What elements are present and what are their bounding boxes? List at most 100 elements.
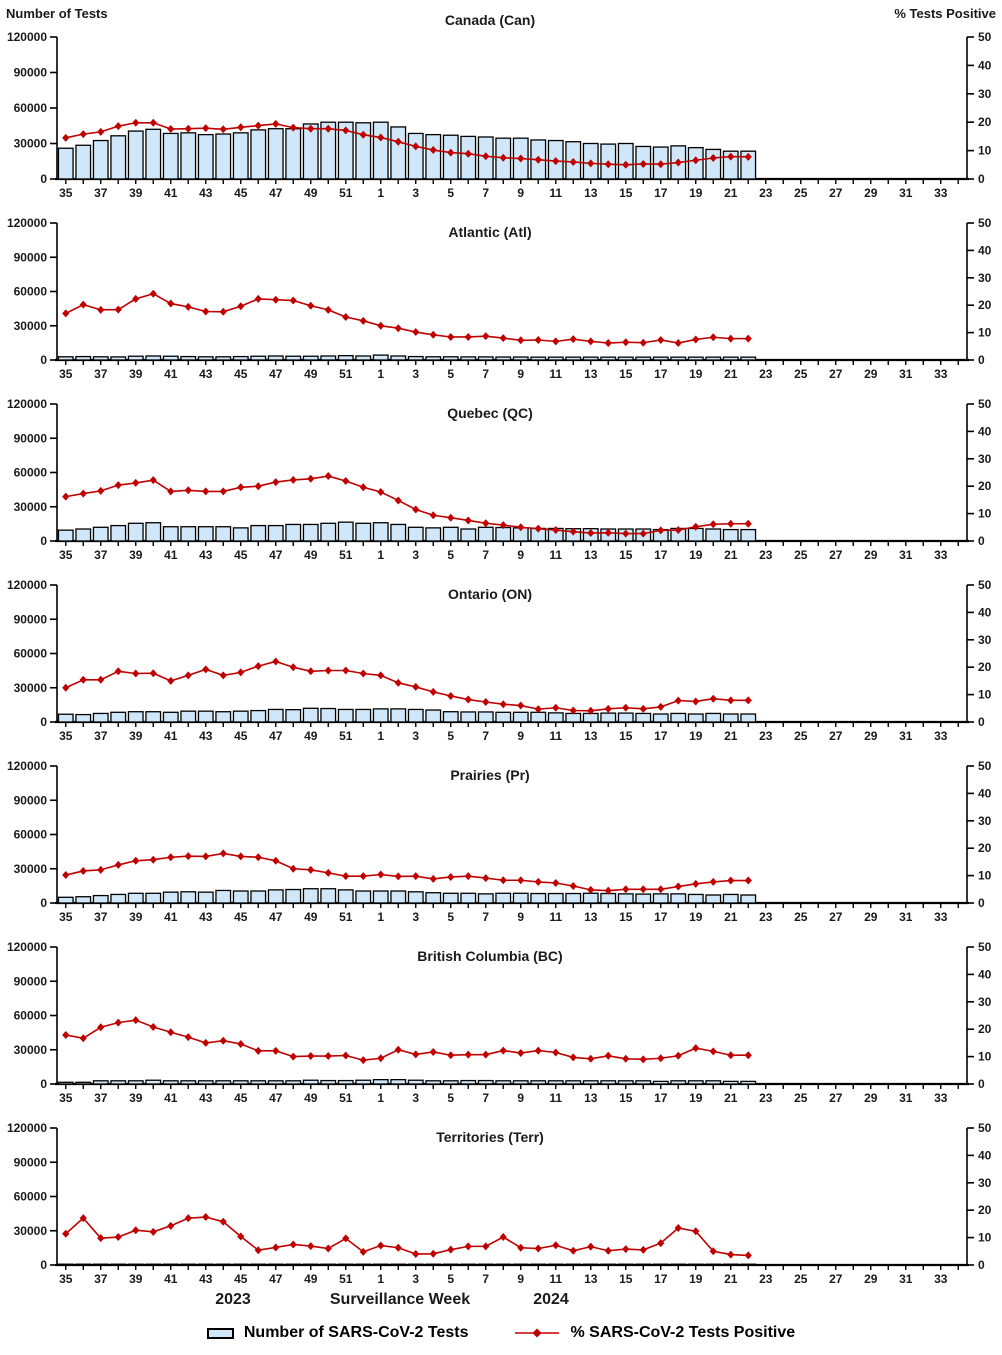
svg-text:0: 0 [40,534,47,548]
svg-text:60000: 60000 [14,101,48,115]
svg-text:15: 15 [619,367,633,381]
svg-text:0: 0 [40,1077,47,1091]
svg-text:27: 27 [829,1091,843,1105]
svg-text:1: 1 [377,548,384,562]
svg-text:49: 49 [304,548,318,562]
svg-text:30000: 30000 [14,862,48,876]
svg-text:120000: 120000 [7,397,47,411]
svg-text:50: 50 [978,1121,992,1135]
svg-text:15: 15 [619,910,633,924]
svg-text:20: 20 [978,479,992,493]
svg-text:41: 41 [164,1091,178,1105]
svg-text:31: 31 [899,186,913,200]
svg-text:43: 43 [199,548,213,562]
svg-text:Ontario (ON): Ontario (ON) [448,586,532,602]
svg-text:47: 47 [269,1091,283,1105]
svg-text:35: 35 [59,367,73,381]
svg-text:17: 17 [654,1272,668,1286]
svg-text:0: 0 [40,353,47,367]
svg-text:30: 30 [978,271,992,285]
svg-text:10: 10 [978,144,992,158]
svg-text:0: 0 [978,534,985,548]
svg-text:20: 20 [978,1022,992,1036]
svg-text:39: 39 [129,186,143,200]
svg-text:27: 27 [829,1272,843,1286]
svg-text:0: 0 [40,896,47,910]
svg-text:40: 40 [978,967,992,981]
svg-text:43: 43 [199,186,213,200]
svg-text:0: 0 [40,172,47,186]
svg-text:39: 39 [129,910,143,924]
svg-text:43: 43 [199,1272,213,1286]
svg-text:50: 50 [978,759,992,773]
svg-text:20: 20 [978,660,992,674]
svg-text:1: 1 [377,1272,384,1286]
svg-text:9: 9 [517,1272,524,1286]
svg-text:7: 7 [482,1091,489,1105]
svg-text:25: 25 [794,367,808,381]
svg-text:33: 33 [934,186,948,200]
svg-text:21: 21 [724,910,738,924]
svg-text:7: 7 [482,729,489,743]
svg-text:43: 43 [199,729,213,743]
svg-text:49: 49 [304,1091,318,1105]
svg-text:17: 17 [654,1091,668,1105]
panel-title-canada: Canada (Can) [444,12,536,28]
svg-text:9: 9 [517,548,524,562]
svg-text:9: 9 [517,1091,524,1105]
svg-text:Prairies (Pr): Prairies (Pr) [450,767,529,783]
svg-text:9: 9 [517,729,524,743]
svg-text:20: 20 [978,115,992,129]
svg-text:0: 0 [40,715,47,729]
svg-text:3: 3 [412,548,419,562]
svg-text:41: 41 [164,729,178,743]
svg-text:35: 35 [59,910,73,924]
svg-text:19: 19 [689,729,703,743]
year-2024-label: 2024 [533,1291,569,1308]
svg-text:40: 40 [978,424,992,438]
svg-text:19: 19 [689,186,703,200]
svg-text:0: 0 [978,353,985,367]
svg-text:31: 31 [899,367,913,381]
svg-text:37: 37 [94,186,108,200]
svg-text:30: 30 [978,87,992,101]
svg-text:25: 25 [794,186,808,200]
svg-text:60000: 60000 [14,1190,48,1204]
svg-text:51: 51 [339,910,353,924]
svg-text:23: 23 [759,548,773,562]
svg-text:13: 13 [584,729,598,743]
svg-text:15: 15 [619,548,633,562]
svg-text:23: 23 [759,1091,773,1105]
svg-text:31: 31 [899,729,913,743]
svg-text:47: 47 [269,729,283,743]
svg-text:39: 39 [129,367,143,381]
svg-text:31: 31 [899,910,913,924]
svg-text:17: 17 [654,186,668,200]
svg-text:17: 17 [654,729,668,743]
svg-text:7: 7 [482,548,489,562]
svg-text:35: 35 [59,1272,73,1286]
svg-text:31: 31 [899,548,913,562]
svg-text:37: 37 [94,548,108,562]
svg-text:7: 7 [482,367,489,381]
svg-text:37: 37 [94,910,108,924]
svg-text:9: 9 [517,367,524,381]
svg-text:7: 7 [482,910,489,924]
svg-text:10: 10 [978,326,992,340]
svg-text:33: 33 [934,367,948,381]
svg-text:19: 19 [689,1091,703,1105]
svg-text:10: 10 [978,688,992,702]
left-axis-title: Number of Tests [6,6,108,21]
svg-text:39: 39 [129,548,143,562]
svg-text:120000: 120000 [7,216,47,230]
svg-text:39: 39 [129,1091,143,1105]
svg-text:50: 50 [978,216,992,230]
svg-text:21: 21 [724,548,738,562]
svg-text:37: 37 [94,729,108,743]
svg-text:29: 29 [864,367,878,381]
svg-text:45: 45 [234,1272,248,1286]
svg-text:3: 3 [412,729,419,743]
svg-text:49: 49 [304,367,318,381]
